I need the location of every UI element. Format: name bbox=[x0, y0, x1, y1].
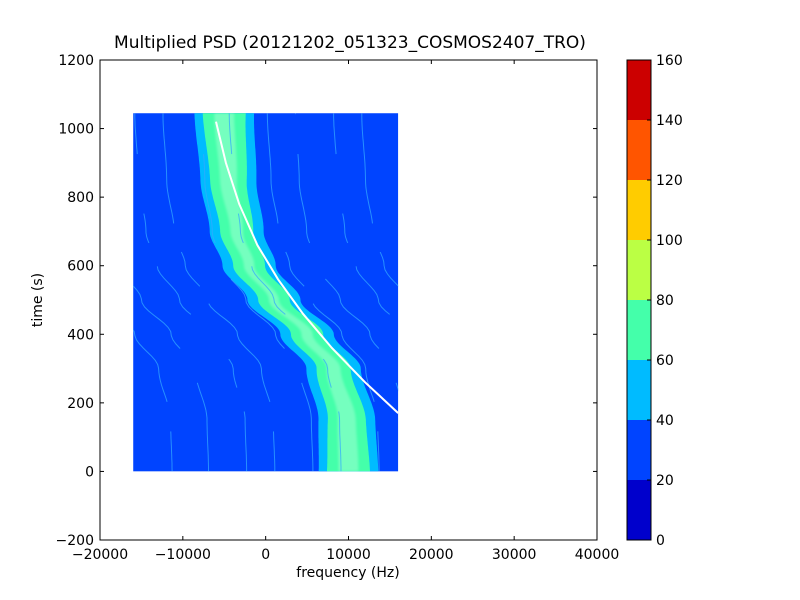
y-tick-label: 200 bbox=[67, 396, 94, 412]
x-tick-label: 40000 bbox=[575, 547, 620, 563]
x-tick-label: −10000 bbox=[155, 547, 211, 563]
y-tick-label: 0 bbox=[85, 464, 94, 480]
y-tick-label: 1200 bbox=[58, 53, 94, 69]
streak-line bbox=[295, 113, 399, 391]
streak-line bbox=[266, 113, 380, 472]
streak-line bbox=[361, 113, 399, 287]
streak-line bbox=[134, 113, 248, 472]
plot-area: −20000 −10000 0 10000 20000 30000 40000 −200 0 2… bbox=[56, 53, 620, 563]
colorbar-segment bbox=[627, 360, 651, 420]
streak-line bbox=[228, 113, 342, 472]
colorbar-tick-label: 40 bbox=[656, 413, 674, 429]
streak-line bbox=[333, 113, 399, 322]
colorbar-segment bbox=[627, 60, 651, 120]
colorbar-segment bbox=[627, 180, 651, 240]
colorbar-segment bbox=[627, 420, 651, 480]
colorbar-segment bbox=[627, 120, 651, 180]
y-tick-label: −200 bbox=[56, 533, 94, 549]
chart-title: Multiplied PSD (20121202_051323_COSMOS24… bbox=[114, 33, 586, 53]
x-tick-label: 20000 bbox=[409, 547, 454, 563]
spectrogram-heatmap bbox=[133, 113, 399, 472]
x-axis-ticks: −20000 −10000 0 10000 20000 30000 40000 bbox=[72, 60, 619, 563]
x-axis-label: frequency (Hz) bbox=[296, 565, 399, 581]
colorbar: 0 20 40 60 80 100 120 140 160 bbox=[626, 53, 683, 549]
colorbar-tick-label: 140 bbox=[656, 113, 683, 129]
band-center-highlight bbox=[214, 113, 359, 472]
colorbar-tick-label: 80 bbox=[656, 293, 674, 309]
colorbar-tick-label: 20 bbox=[656, 473, 674, 489]
colorbar-tick-label: 100 bbox=[656, 233, 683, 249]
colorbar-tick-label: 60 bbox=[656, 353, 674, 369]
y-tick-label: 800 bbox=[67, 190, 94, 206]
x-tick-label: 30000 bbox=[492, 547, 537, 563]
colorbar-segment bbox=[627, 480, 651, 540]
x-tick-label: −20000 bbox=[72, 547, 128, 563]
colorbar-tick-label: 120 bbox=[656, 173, 683, 189]
y-tick-label: 400 bbox=[67, 327, 94, 343]
y-axis-ticks: −200 0 200 400 600 800 1000 1200 bbox=[56, 53, 597, 549]
colorbar-tick-label: 0 bbox=[656, 533, 665, 549]
x-tick-label: 0 bbox=[261, 547, 270, 563]
white-curve bbox=[215, 121, 399, 414]
faint-streaks bbox=[133, 113, 399, 472]
colorbar-segment bbox=[627, 300, 651, 360]
streak-line bbox=[162, 113, 276, 472]
colorbar-segment bbox=[627, 240, 651, 300]
x-tick-label: 10000 bbox=[326, 547, 371, 563]
y-axis-label: time (s) bbox=[30, 273, 46, 327]
y-tick-label: 1000 bbox=[58, 122, 94, 138]
y-tick-label: 600 bbox=[67, 259, 94, 275]
colorbar-tick-label: 160 bbox=[656, 53, 683, 69]
streak-line bbox=[200, 113, 314, 472]
streak-line bbox=[133, 285, 209, 472]
